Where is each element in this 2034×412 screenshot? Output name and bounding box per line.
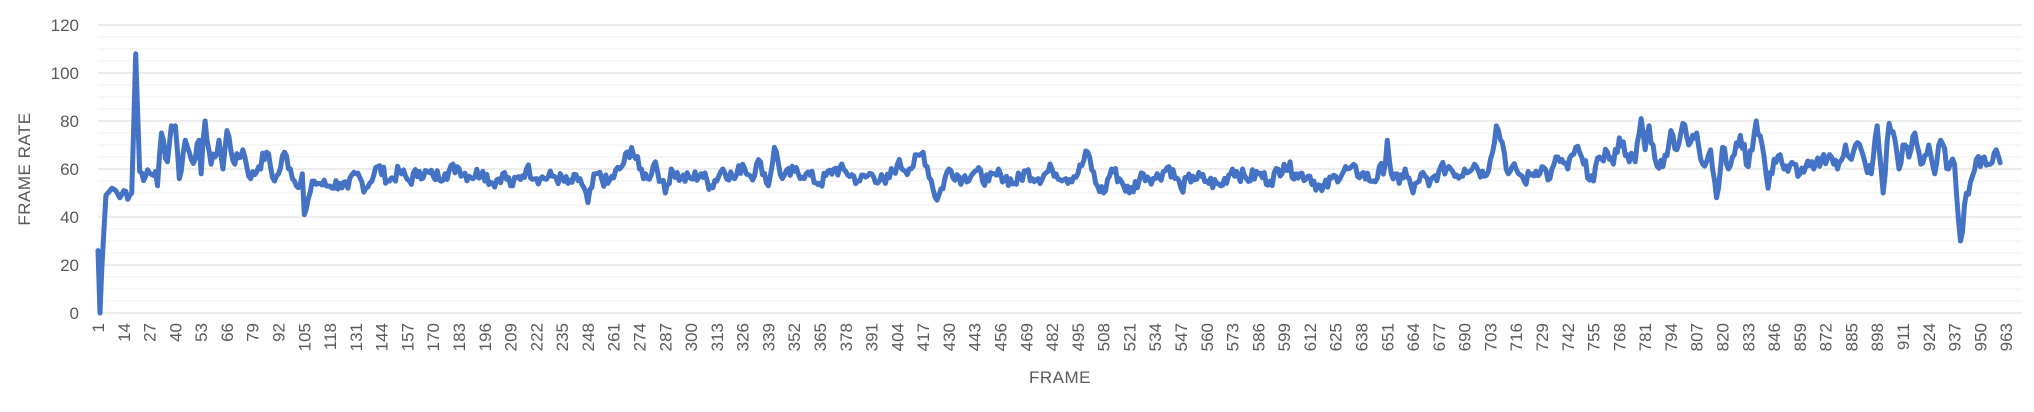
x-tick-label: 326 bbox=[734, 323, 753, 351]
x-tick-label: 105 bbox=[295, 323, 314, 351]
frame-rate-series-line bbox=[95, 51, 2003, 316]
y-axis-title: FRAME RATE bbox=[15, 112, 34, 225]
x-tick-label: 547 bbox=[1172, 323, 1191, 351]
x-axis-ticks: 1 14 27 40 53 66 79 92 105 118 131 144 157 170 183 196 2… bbox=[89, 323, 2016, 351]
x-tick-label: 911 bbox=[1894, 323, 1913, 350]
x-tick-label: 859 bbox=[1791, 323, 1810, 351]
x-tick-label: 508 bbox=[1095, 323, 1114, 351]
gridlines bbox=[98, 24, 2022, 314]
y-tick-label: 100 bbox=[51, 64, 79, 83]
x-tick-label: 378 bbox=[837, 323, 856, 351]
x-tick-label: 716 bbox=[1507, 323, 1526, 351]
x-tick-label: 391 bbox=[863, 323, 882, 351]
x-tick-label: 144 bbox=[373, 323, 392, 351]
x-tick-label: 963 bbox=[1997, 323, 2016, 351]
x-tick-label: 248 bbox=[579, 323, 598, 351]
x-tick-label: 339 bbox=[759, 323, 778, 351]
x-tick-label: 209 bbox=[502, 323, 521, 351]
x-tick-label: 313 bbox=[708, 323, 727, 351]
x-tick-label: 261 bbox=[605, 323, 624, 351]
x-tick-label: 638 bbox=[1352, 323, 1371, 351]
x-tick-label: 690 bbox=[1456, 323, 1475, 351]
y-tick-label: 40 bbox=[60, 208, 79, 227]
y-tick-label: 120 bbox=[51, 16, 79, 35]
x-tick-label: 365 bbox=[811, 323, 830, 351]
x-tick-label: 1 bbox=[89, 323, 108, 332]
x-tick-label: 677 bbox=[1430, 323, 1449, 351]
x-tick-label: 482 bbox=[1043, 323, 1062, 351]
x-tick-label: 521 bbox=[1120, 323, 1139, 351]
x-tick-label: 768 bbox=[1610, 323, 1629, 351]
x-tick-label: 469 bbox=[1017, 323, 1036, 351]
x-tick-label: 950 bbox=[1971, 323, 1990, 351]
x-tick-label: 612 bbox=[1301, 323, 1320, 351]
x-tick-label: 794 bbox=[1662, 323, 1681, 351]
x-tick-label: 79 bbox=[244, 323, 263, 342]
x-tick-label: 300 bbox=[682, 323, 701, 351]
x-tick-label: 430 bbox=[940, 323, 959, 351]
x-tick-label: 456 bbox=[991, 323, 1010, 351]
x-tick-label: 820 bbox=[1713, 323, 1732, 351]
y-axis-ticks: 0 20 40 60 80 100 120 bbox=[51, 16, 79, 323]
x-tick-label: 586 bbox=[1249, 323, 1268, 351]
x-tick-label: 53 bbox=[192, 323, 211, 342]
x-tick-label: 443 bbox=[966, 323, 985, 351]
y-tick-label: 80 bbox=[60, 112, 79, 131]
x-tick-label: 898 bbox=[1868, 323, 1887, 351]
x-tick-label: 742 bbox=[1559, 323, 1578, 351]
x-tick-label: 872 bbox=[1817, 323, 1836, 351]
y-tick-label: 60 bbox=[60, 160, 79, 179]
x-tick-label: 235 bbox=[553, 323, 572, 351]
x-tick-label: 66 bbox=[218, 323, 237, 342]
x-tick-label: 170 bbox=[424, 323, 443, 351]
x-tick-label: 833 bbox=[1739, 323, 1758, 351]
x-tick-label: 573 bbox=[1224, 323, 1243, 351]
x-tick-label: 92 bbox=[269, 323, 288, 342]
x-tick-label: 625 bbox=[1327, 323, 1346, 351]
x-tick-label: 560 bbox=[1198, 323, 1217, 351]
x-tick-label: 781 bbox=[1636, 323, 1655, 351]
x-tick-label: 924 bbox=[1920, 323, 1939, 351]
x-tick-label: 846 bbox=[1765, 323, 1784, 351]
x-tick-label: 274 bbox=[630, 323, 649, 351]
x-axis-title: FRAME bbox=[1029, 368, 1091, 387]
x-tick-label: 664 bbox=[1404, 323, 1423, 351]
x-tick-label: 287 bbox=[656, 323, 675, 351]
x-tick-label: 729 bbox=[1533, 323, 1552, 351]
x-tick-label: 196 bbox=[476, 323, 495, 351]
x-tick-label: 885 bbox=[1842, 323, 1861, 351]
x-tick-label: 14 bbox=[115, 323, 134, 342]
x-tick-label: 937 bbox=[1946, 323, 1965, 351]
x-tick-label: 40 bbox=[166, 323, 185, 342]
x-tick-label: 404 bbox=[888, 323, 907, 351]
x-tick-label: 183 bbox=[450, 323, 469, 351]
x-tick-label: 222 bbox=[527, 323, 546, 351]
x-tick-label: 27 bbox=[141, 323, 160, 342]
x-tick-label: 807 bbox=[1688, 323, 1707, 351]
x-tick-label: 599 bbox=[1275, 323, 1294, 351]
y-tick-label: 0 bbox=[70, 304, 79, 323]
y-tick-label: 20 bbox=[60, 256, 79, 275]
x-tick-label: 495 bbox=[1069, 323, 1088, 351]
x-tick-label: 131 bbox=[347, 323, 366, 351]
x-tick-label: 755 bbox=[1585, 323, 1604, 351]
x-tick-label: 703 bbox=[1481, 323, 1500, 351]
series-group bbox=[95, 51, 2003, 316]
x-tick-label: 417 bbox=[914, 323, 933, 351]
x-tick-label: 157 bbox=[398, 323, 417, 351]
x-tick-label: 651 bbox=[1378, 323, 1397, 351]
x-tick-label: 352 bbox=[785, 323, 804, 351]
x-tick-label: 118 bbox=[321, 323, 340, 350]
x-tick-label: 534 bbox=[1146, 323, 1165, 351]
